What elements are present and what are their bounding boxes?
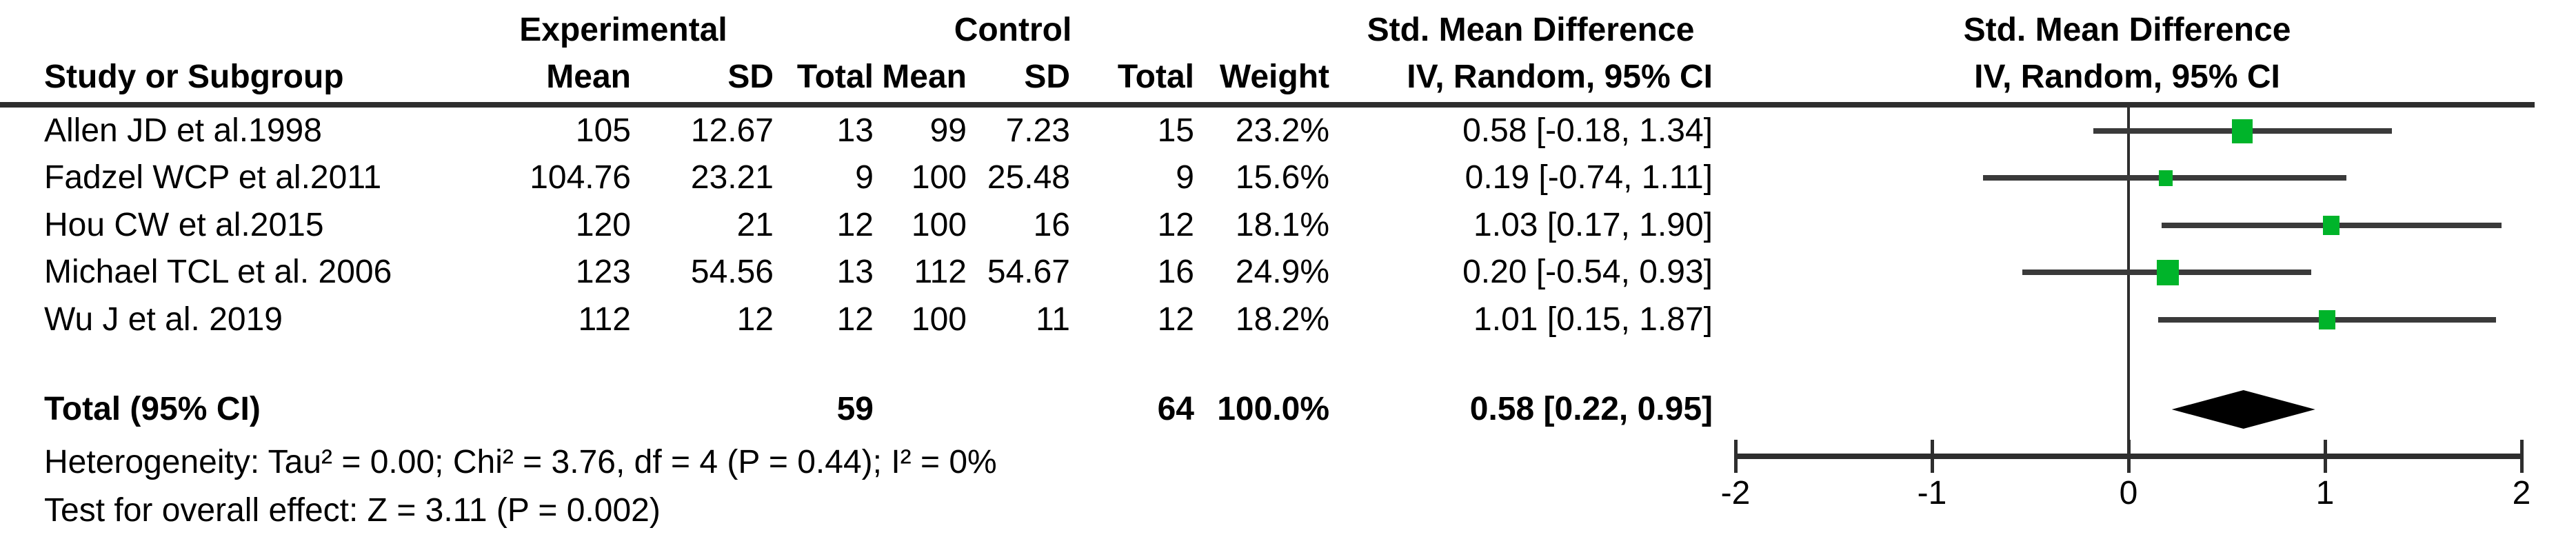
group-header-experimental: Experimental [519, 12, 727, 48]
total-smd-ci: 0.58 [0.22, 0.95] [1469, 391, 1713, 427]
cell-study: Wu J et al. 2019 [44, 301, 283, 338]
table-row: Fadzel WCP et al.2011 104.76 23.21 9 100 25.4… [0, 159, 2576, 197]
cell-ctl-total: 9 [1176, 159, 1194, 196]
cell-ctl-total: 12 [1157, 301, 1194, 338]
forest-point-marker [2159, 170, 2173, 186]
cell-ctl-sd: 7.23 [1005, 112, 1070, 149]
group-header-control: Control [954, 12, 1072, 48]
table-row: Michael TCL et al. 2006 123 54.56 13 112 54.6… [0, 253, 2576, 292]
axis-tick [1931, 440, 1934, 473]
cell-ctl-sd: 11 [1036, 301, 1070, 338]
heterogeneity-stats: Heterogeneity: Tau² = 0.00; Chi² = 3.76,… [44, 444, 997, 480]
col-header-ctl-mean: Mean [882, 59, 967, 95]
cell-study: Hou CW et al.2015 [44, 207, 324, 243]
cell-ctl-mean: 112 [914, 254, 967, 290]
total-label: Total (95% CI) [44, 391, 261, 427]
cell-exp-mean: 104.76 [530, 159, 631, 196]
cell-study: Allen JD et al.1998 [44, 112, 322, 149]
cell-weight: 15.6% [1235, 159, 1329, 196]
cell-exp-sd: 54.56 [690, 254, 774, 290]
table-row: Allen JD et al.1998 105 12.67 13 99 7.23 15 23.… [0, 112, 2576, 150]
forest-point-marker [2232, 119, 2253, 143]
total-ctl-n: 64 [1157, 391, 1194, 427]
cell-exp-mean: 123 [575, 254, 631, 290]
axis-tick-label: -1 [1917, 475, 1947, 511]
cell-ctl-total: 15 [1157, 112, 1194, 149]
cell-weight: 18.1% [1235, 207, 1329, 243]
cell-exp-sd: 12.67 [690, 112, 774, 149]
cell-exp-sd: 12 [736, 301, 774, 338]
cell-exp-total: 12 [836, 207, 874, 243]
forest-point-marker [2323, 216, 2339, 235]
axis-tick-label: -2 [1720, 475, 1751, 511]
cell-smd-ci: 1.01 [0.15, 1.87] [1473, 301, 1713, 338]
cell-weight: 23.2% [1235, 112, 1329, 149]
forest-point-marker [2157, 260, 2179, 285]
col-header-iv-text: IV, Random, 95% CI [1407, 59, 1713, 95]
cell-ctl-mean: 100 [911, 159, 967, 196]
cell-exp-total: 9 [855, 159, 874, 196]
cell-exp-mean: 112 [578, 301, 631, 338]
cell-weight: 24.9% [1235, 254, 1329, 290]
axis-tick-label: 2 [2512, 475, 2531, 511]
col-header-exp-mean: Mean [546, 59, 631, 95]
col-header-study: Study or Subgroup [44, 59, 344, 95]
axis-tick [2324, 440, 2327, 473]
cell-ctl-mean: 99 [929, 112, 967, 149]
axis-tick [2520, 440, 2524, 473]
cell-ctl-total: 16 [1157, 254, 1194, 290]
axis-tick-label: 1 [2315, 475, 2335, 511]
total-row: Total (95% CI) 59 64 100.0% 0.58 [0.22, … [0, 390, 2576, 429]
cell-ctl-mean: 100 [911, 301, 967, 338]
axis-tick [2127, 440, 2131, 473]
cell-smd-ci: 0.20 [-0.54, 0.93] [1462, 254, 1713, 290]
cell-exp-mean: 120 [575, 207, 631, 243]
cell-exp-total: 13 [836, 112, 874, 149]
cell-study: Fadzel WCP et al.2011 [44, 159, 382, 196]
zero-line [2127, 108, 2130, 459]
overall-effect-stats: Test for overall effect: Z = 3.11 (P = 0… [44, 492, 661, 529]
total-weight: 100.0% [1217, 391, 1329, 427]
forest-point-marker [2319, 310, 2335, 329]
cell-ctl-sd: 54.67 [987, 254, 1070, 290]
col-header-ctl-total: Total [1117, 59, 1194, 95]
cell-weight: 18.2% [1235, 301, 1329, 338]
cell-exp-total: 13 [836, 254, 874, 290]
axis-tick-label: 0 [2119, 475, 2138, 511]
cell-ctl-mean: 100 [911, 207, 967, 243]
col-header-weight: Weight [1219, 59, 1329, 95]
col-header-exp-sd: SD [727, 59, 774, 95]
table-row: Wu J et al. 2019 112 12 12 100 11 12 18.2% 1.01 … [0, 301, 2576, 339]
cell-ctl-sd: 16 [1033, 207, 1070, 243]
col-header-exp-total: Total [796, 59, 874, 95]
cell-smd-ci: 1.03 [0.17, 1.90] [1473, 207, 1713, 243]
cell-smd-ci: 0.19 [-0.74, 1.11] [1465, 159, 1713, 196]
col-header-iv-plot: IV, Random, 95% CI [1974, 59, 2280, 95]
cell-exp-mean: 105 [575, 112, 631, 149]
table-row: Hou CW et al.2015 120 21 12 100 16 12 18.1% 1.03… [0, 206, 2576, 245]
cell-smd-ci: 0.58 [-0.18, 1.34] [1462, 112, 1713, 149]
cell-study: Michael TCL et al. 2006 [44, 254, 392, 290]
cell-exp-sd: 23.21 [690, 159, 774, 196]
cell-exp-sd: 21 [736, 207, 774, 243]
cell-exp-total: 12 [836, 301, 874, 338]
cell-ctl-total: 12 [1157, 207, 1194, 243]
total-exp-n: 59 [836, 391, 874, 427]
axis-tick [1734, 440, 1738, 473]
header-rule [0, 102, 2535, 108]
cell-ctl-sd: 25.48 [987, 159, 1070, 196]
col-header-ctl-sd: SD [1024, 59, 1070, 95]
group-header-smd-text: Std. Mean Difference [1367, 12, 1695, 48]
group-header-smd-plot: Std. Mean Difference [1963, 12, 2291, 48]
